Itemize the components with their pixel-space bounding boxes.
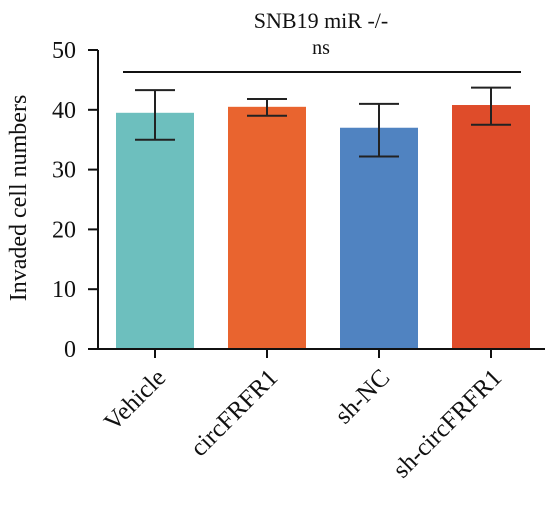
x-tick-label: Vehicle xyxy=(99,364,171,436)
y-tick-label: 50 xyxy=(52,38,76,64)
error-bar-2 xyxy=(359,102,399,158)
y-tick-label: 20 xyxy=(52,217,76,243)
y-tick-label: 10 xyxy=(52,277,76,303)
bar-3 xyxy=(452,105,530,350)
y-axis-label: Invaded cell numbers xyxy=(6,95,32,302)
bar-2 xyxy=(340,127,418,350)
bar-0 xyxy=(116,112,194,349)
chart-title: SNB19 miR -/- xyxy=(254,8,388,33)
y-tick-label: 40 xyxy=(52,98,76,124)
bars-group xyxy=(116,105,530,350)
error-bar-3 xyxy=(471,86,511,126)
error-bar-1 xyxy=(247,98,287,117)
x-tick-label: circFRFR1 xyxy=(186,364,284,462)
y-tick-label: 30 xyxy=(52,158,76,184)
error-bars-group xyxy=(135,86,511,158)
x-tick-label: sh-circFRFR1 xyxy=(388,364,507,483)
x-tick-label: sh-NC xyxy=(330,364,395,429)
y-tick-label: 0 xyxy=(64,337,76,363)
y-ticks-group: 0 10 20 30 40 50 xyxy=(52,38,98,363)
bar-1 xyxy=(228,106,306,349)
significance-label: ns xyxy=(312,37,330,59)
error-bar-0 xyxy=(135,89,175,141)
axes-group xyxy=(97,50,545,350)
